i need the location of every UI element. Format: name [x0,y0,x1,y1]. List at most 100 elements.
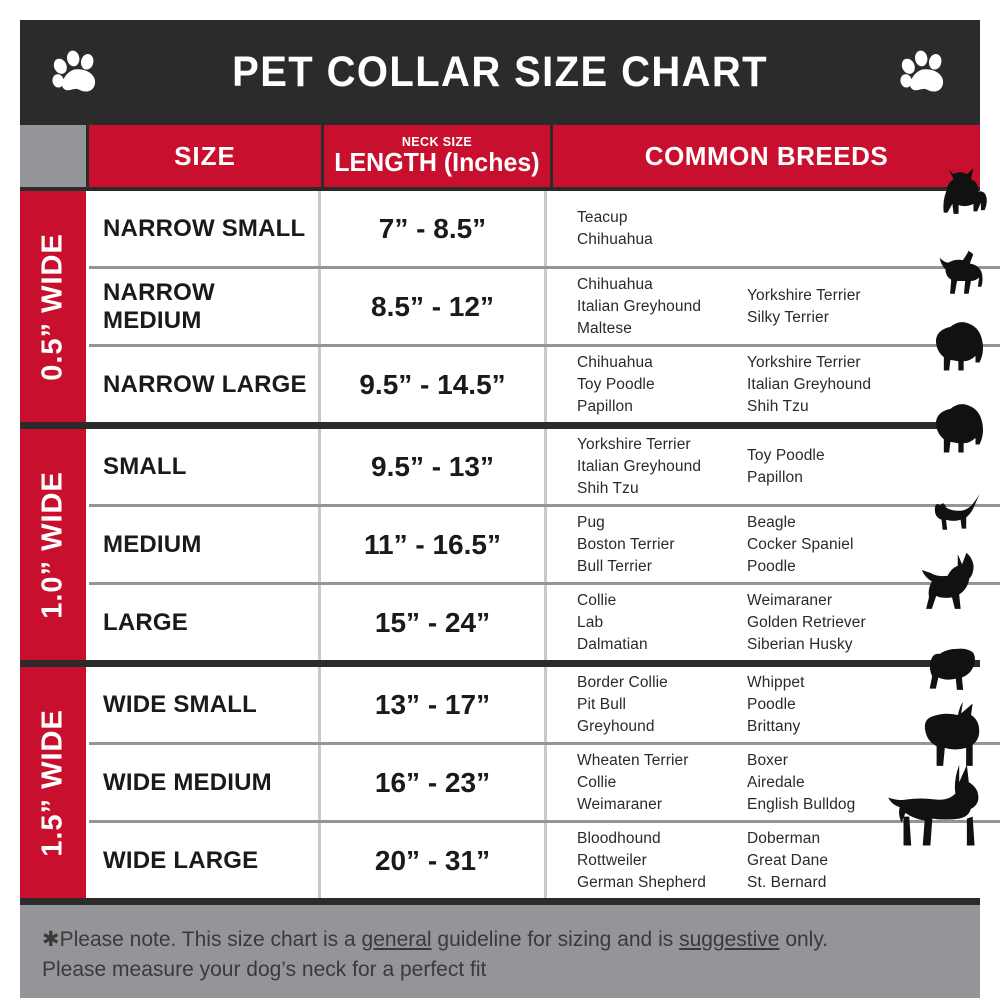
chart-header: PET COLLAR SIZE CHART [20,20,980,125]
breed-column-2: Whippet Poodle Brittany [747,672,889,738]
column-header-length-main: LENGTH (Inches) [334,147,540,178]
cell-size-name: NARROW SMALL [89,191,321,266]
chihuahua-silhouette [939,250,983,294]
breed-name: Whippet [747,673,805,691]
table-row: NARROW LARGE 9.5” - 14.5” Chihuahua Toy Poo… [89,321,1000,422]
breed-name: Toy Poodle [577,375,655,393]
breed-name: Cocker Spaniel [747,535,854,553]
breed-name: Lab [577,613,604,631]
group-width-label: 0.5” WIDE [20,191,86,422]
breed-column-1: Chihuahua Italian Greyhound Maltese [577,274,747,340]
cell-common-breeds: Collie Lab Dalmatian Weimaraner Golden Retri… [547,552,1000,660]
group-rows: WIDE SMALL 13” - 17” Border Collie Pit Bull… [89,648,1000,898]
breed-name: Great Dane [747,851,829,869]
cell-size-name: LARGE [89,585,321,660]
header-spacer-cell [20,125,86,187]
size-group: 1.0” WIDE SMALL 9.5” - 13” Yorkshire Terrie… [20,403,1000,660]
breed-column-1: Pug Boston Terrier Bull Terrier [577,512,747,578]
breed-name: Wheaten Terrier [577,751,689,769]
breed-name: Collie [577,773,617,791]
paw-print-icon [900,50,944,92]
cell-common-breeds: Chihuahua Italian Greyhound Maltese Yorkshi… [547,250,1000,344]
breed-name: Weimaraner [747,591,833,609]
breed-column-2: Toy Poodle Papillon [747,445,889,489]
breed-name: Silky Terrier [747,308,829,326]
pomeranian-silhouette [935,403,983,452]
breed-name: Beagle [747,513,796,531]
breed-name: Poodle [747,695,796,713]
breed-name: Teacup [577,208,628,226]
breed-name: Italian Greyhound [747,375,872,393]
breed-name: Pit Bull [577,695,627,713]
column-header-length: NECK SIZE LENGTH (Inches) [324,125,550,187]
breed-name: Weimaraner [577,795,663,813]
breed-name: Yorkshire Terrier [747,353,861,371]
breed-name: Papillon [747,468,803,486]
group-width-label-text: 1.0” WIDE [36,470,69,619]
breed-name: Brittany [747,717,801,735]
breed-name: Chihuahua [577,230,653,248]
breed-name: Toy Poodle [747,446,825,464]
cell-neck-length: 7” - 8.5” [321,191,547,266]
cell-common-breeds: Bloodhound Rottweiler German Shepherd Dober… [547,764,1000,898]
breed-name: Chihuahua [577,275,653,293]
breed-name: English Bulldog [747,795,856,813]
table-body: 0.5” WIDE NARROW SMALL 7” - 8.5” Teacup Chih… [20,167,1000,898]
table-header-row: SIZE NECK SIZE LENGTH (Inches) COMMON BR… [20,125,980,187]
cell-size-name: WIDE LARGE [89,823,321,898]
group-rows: SMALL 9.5” - 13” Yorkshire Terrier Italian … [89,403,1000,660]
table-row: LARGE 15” - 24” Collie Lab Dalmatian Weimaran… [89,552,1000,660]
cell-neck-length: 13” - 17” [321,667,547,742]
group-width-label-text: 1.5” WIDE [36,708,69,857]
cell-size-name: WIDE MEDIUM [89,745,321,820]
breed-name: Shih Tzu [577,479,639,497]
pet-collar-size-chart: PET COLLAR SIZE CHART SIZE NECK SIZE LEN… [20,20,1000,998]
cell-size-name: SMALL [89,429,321,504]
size-group: 0.5” WIDE NARROW SMALL 7” - 8.5” Teacup Chih… [20,167,1000,422]
pomeranian-silhouette [935,321,983,370]
cell-neck-length: 20” - 31” [321,823,547,898]
breed-name: Bloodhound [577,829,661,847]
table-row: WIDE MEDIUM 16” - 23” Wheaten Terrier Colli… [89,701,1000,820]
table-row: SMALL 9.5” - 13” Yorkshire Terrier Italian … [89,403,1000,504]
breed-column-2: Doberman Great Dane St. Bernard [747,828,889,894]
cell-size-name: NARROW LARGE [89,347,321,422]
breed-name: Siberian Husky [747,635,853,653]
group-width-label-text: 0.5” WIDE [36,232,69,381]
cell-size-name: NARROW MEDIUM [89,269,321,344]
group-width-label: 1.5” WIDE [20,667,86,898]
breed-column-1: Yorkshire Terrier Italian Greyhound Shih T… [577,434,747,500]
breed-name: German Shepherd [577,873,707,891]
breed-name: Collie [577,591,617,609]
cell-neck-length: 16” - 23” [321,745,547,820]
breed-name: Boston Terrier [577,535,675,553]
breed-name: Airedale [747,773,805,791]
breed-name: Dalmatian [577,635,648,653]
breed-name: Poodle [747,557,796,575]
cell-neck-length: 11” - 16.5” [321,507,547,582]
breed-column-1: Bloodhound Rottweiler German Shepherd [577,828,747,894]
table-row: WIDE SMALL 13” - 17” Border Collie Pit Bull… [89,648,1000,742]
breed-column-1: Wheaten Terrier Collie Weimaraner [577,750,747,816]
breed-name: Italian Greyhound [577,297,702,315]
footer-text-b: guideline for sizing and is [431,928,680,951]
breed-column-1: Teacup Chihuahua [577,207,747,251]
cell-neck-length: 9.5” - 13” [321,429,547,504]
breed-name: Maltese [577,319,632,337]
breed-column-1: Border Collie Pit Bull Greyhound [577,672,747,738]
footer-note: ✱Please note. This size chart is a gener… [20,898,980,998]
cell-common-breeds: Chihuahua Toy Poodle Papillon Yorkshire Ter… [547,321,1000,422]
boxer-silhouette [924,701,980,766]
table-row: WIDE LARGE 20” - 31” Bloodhound Rottweiler G… [89,764,1000,898]
cell-neck-length: 9.5” - 14.5” [321,347,547,422]
breed-name: Yorkshire Terrier [747,286,861,304]
footer-text-c: only. [779,928,829,951]
beagle-silhouette [934,493,980,530]
cell-common-breeds: Border Collie Pit Bull Greyhound Whippet Poo… [547,648,1000,742]
breed-name: Pug [577,513,605,531]
breed-name: Bull Terrier [577,557,652,575]
breed-name: Greyhound [577,717,655,735]
doberman-silhouette [888,764,979,845]
group-width-label: 1.0” WIDE [20,429,86,660]
column-header-length-kicker: NECK SIZE [401,134,473,149]
